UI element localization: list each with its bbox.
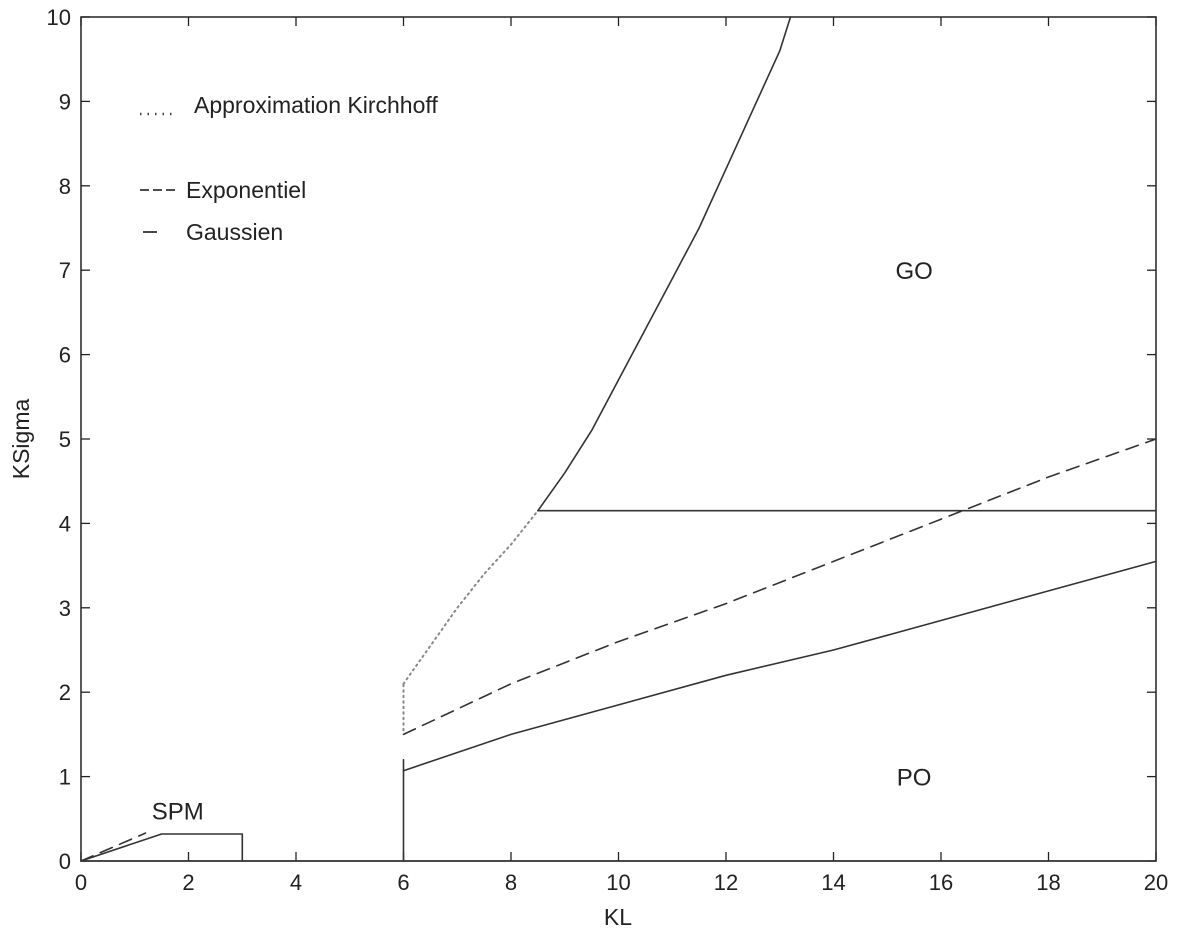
series-line-solid bbox=[80, 833, 244, 862]
y-tick-label: 9 bbox=[59, 89, 71, 114]
y-tick-label: 2 bbox=[59, 680, 71, 705]
region-label-spm: SPM bbox=[152, 798, 204, 825]
y-tick-label: 4 bbox=[59, 511, 71, 536]
legend: Approximation Kirchhoff Exponentiel Gaussi… bbox=[140, 92, 438, 245]
legend-label-dashed: Exponentiel bbox=[186, 177, 306, 203]
y-tick-label: 6 bbox=[59, 343, 71, 368]
region-label-go: GO bbox=[895, 258, 932, 285]
y-tick-label: 3 bbox=[59, 596, 71, 621]
x-tick-label: 16 bbox=[929, 870, 953, 895]
y-tick-label: 5 bbox=[59, 427, 71, 452]
legend-label-solid: Gaussien bbox=[186, 219, 283, 245]
x-tick-label: 14 bbox=[821, 870, 845, 895]
y-tick-label: 10 bbox=[47, 5, 71, 30]
y-tick-label: 0 bbox=[59, 849, 71, 874]
series-layer bbox=[80, 16, 1157, 862]
x-axis-title: KL bbox=[604, 904, 632, 930]
series-line-dashed bbox=[402, 438, 1157, 736]
x-tick-label: 0 bbox=[75, 870, 87, 895]
x-tick-label: 6 bbox=[397, 870, 409, 895]
y-axis-title: KSigma bbox=[8, 399, 34, 480]
plot-frame bbox=[80, 16, 1157, 862]
regions-layer: GO PO SPM bbox=[152, 258, 933, 825]
series-line-solid bbox=[402, 560, 1157, 772]
legend-label-dotted: Approximation Kirchhoff bbox=[194, 92, 438, 118]
x-tick-label: 2 bbox=[182, 870, 194, 895]
x-tick-label: 18 bbox=[1036, 870, 1060, 895]
series-line-dashed bbox=[80, 832, 147, 862]
x-tick-label: 4 bbox=[290, 870, 302, 895]
y-tick-label: 1 bbox=[59, 765, 71, 790]
x-tick-label: 12 bbox=[714, 870, 738, 895]
series-line-solid bbox=[537, 16, 792, 512]
x-tick-label: 20 bbox=[1144, 870, 1168, 895]
y-tick-label: 8 bbox=[59, 174, 71, 199]
region-label-po: PO bbox=[897, 765, 932, 792]
x-tick-label: 10 bbox=[606, 870, 630, 895]
series-line-dotted bbox=[402, 509, 539, 685]
x-tick-label: 8 bbox=[505, 870, 517, 895]
y-tick-label: 7 bbox=[59, 258, 71, 283]
